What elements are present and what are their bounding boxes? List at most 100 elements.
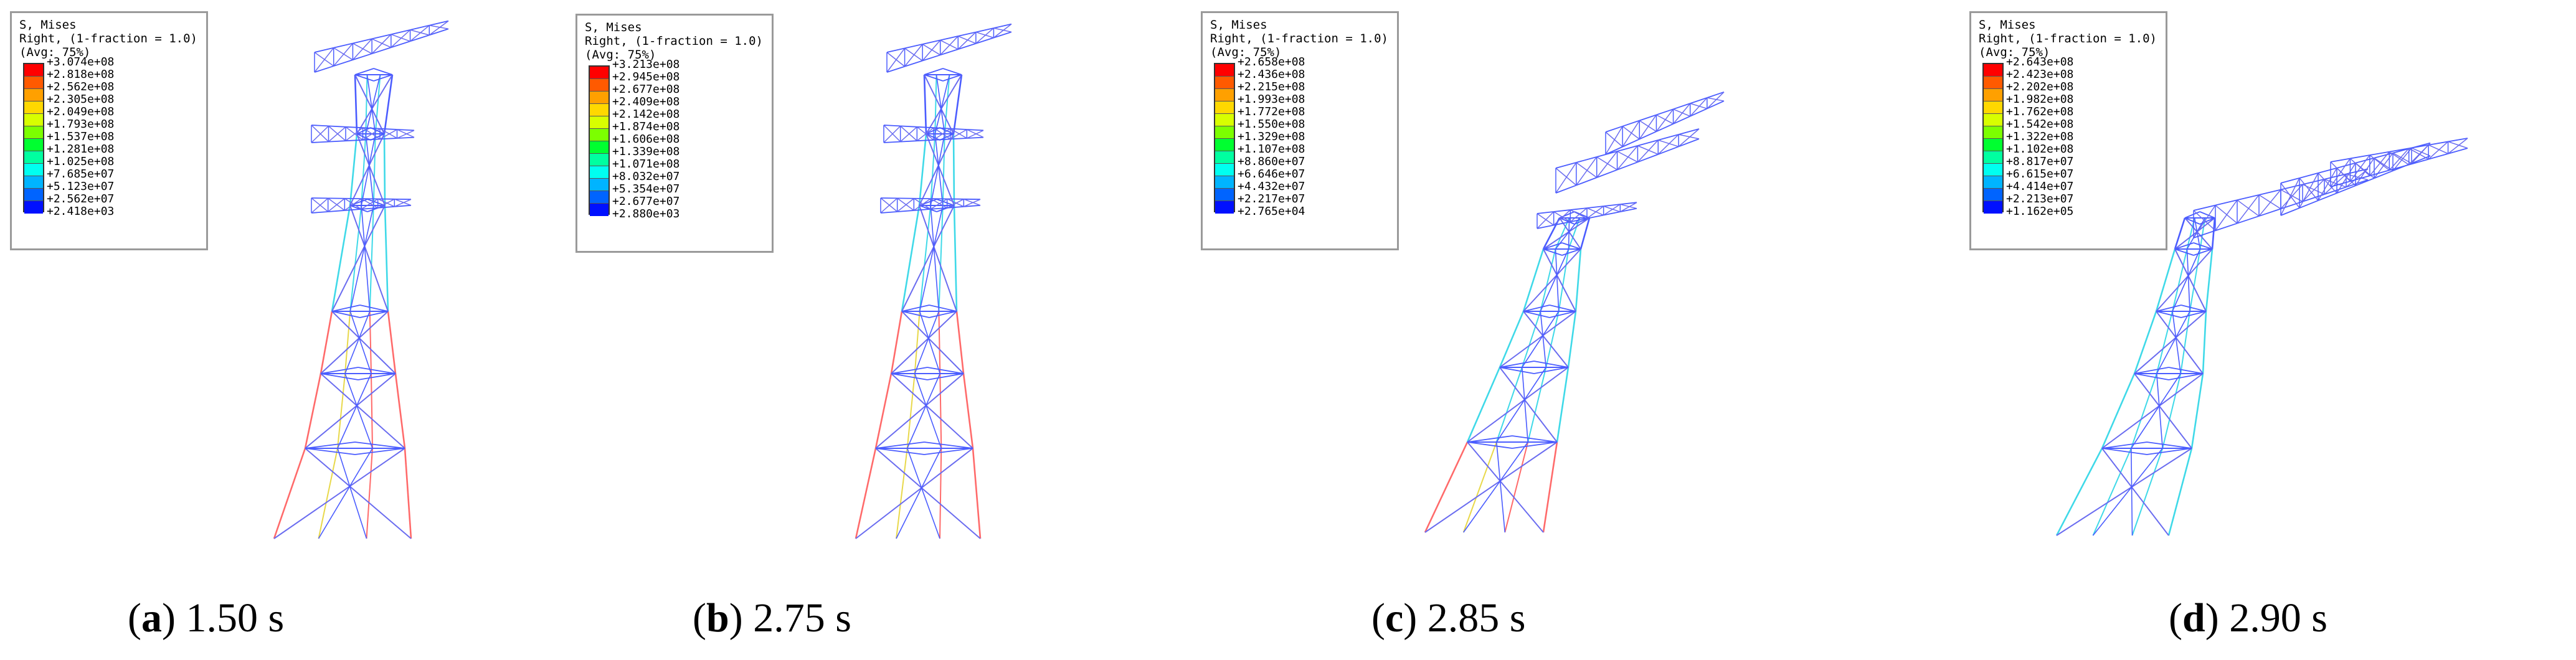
legend-tick-label: +2.418e+03 [47, 205, 115, 218]
mesh-member [320, 311, 333, 374]
mesh-member [2174, 242, 2194, 250]
mesh-member [333, 42, 353, 49]
mesh-member [919, 133, 954, 206]
mesh-member [391, 34, 410, 42]
mesh-member [337, 373, 346, 449]
mesh-member [362, 128, 381, 141]
color-band [24, 126, 43, 139]
mesh-member [371, 47, 392, 55]
mesh-member [2172, 311, 2182, 374]
mesh-member [2101, 373, 2204, 449]
mesh-member [344, 373, 373, 449]
legend-tick-label: +2.677e+07 [612, 195, 680, 208]
mesh-member [2156, 311, 2204, 374]
mesh-member [924, 74, 944, 82]
mesh-member [886, 47, 905, 53]
mesh-member [950, 129, 967, 140]
mesh-member [1496, 441, 1506, 533]
mesh-member [1495, 367, 1523, 443]
mesh-member [410, 25, 430, 42]
mesh-member [1603, 205, 1621, 212]
legend-tick-label: +2.409e+08 [612, 95, 680, 108]
mesh-member [394, 204, 412, 207]
mesh-member [2299, 177, 2319, 201]
mesh-member [1639, 114, 1657, 121]
mesh-member [1467, 441, 1513, 449]
legend-title: S, Mises [585, 21, 642, 34]
mesh-member [333, 59, 353, 67]
color-band [590, 154, 608, 166]
mesh-member [2389, 164, 2409, 171]
mesh-member [927, 367, 964, 374]
tower-mesh [2055, 138, 2468, 536]
mesh-member [2134, 367, 2169, 374]
mesh-member [2134, 311, 2207, 374]
mesh-member [906, 373, 941, 449]
mesh-member [1672, 103, 1691, 125]
mesh-member [2193, 242, 2213, 250]
legend-tick-label: +2.677e+08 [612, 83, 680, 96]
mesh-member [940, 39, 959, 50]
mesh-member [1553, 209, 1571, 212]
mesh-member [2205, 248, 2214, 312]
legend-title: S, Mises [1210, 18, 1267, 32]
mesh-member [1522, 311, 1560, 368]
legend-tick-label: +2.562e+08 [47, 80, 115, 93]
mesh-member [311, 141, 329, 143]
tick-list: +3.074e+08 +2.818e+08 +2.562e+08 +2.305e+08… [47, 56, 114, 218]
mesh-member [1424, 441, 1469, 533]
mesh-member [883, 141, 901, 143]
mesh-member [880, 197, 898, 212]
mesh-member [384, 205, 389, 312]
mesh-member [900, 126, 917, 143]
color-band [1215, 176, 1234, 189]
mesh-member [354, 68, 374, 75]
mesh-member [1657, 146, 1679, 155]
legend-tick-label: +1.606e+08 [612, 133, 680, 146]
mesh-member [345, 139, 363, 142]
mesh-member [2355, 157, 2375, 164]
mesh-member [1673, 103, 1691, 110]
mesh-member [2193, 210, 2216, 231]
mesh-member [345, 126, 363, 129]
color-band [1215, 126, 1234, 139]
mesh-member [958, 31, 977, 37]
mesh-member [314, 47, 334, 53]
legend-tick-label: +1.982e+08 [2006, 93, 2074, 106]
mesh-member [874, 373, 893, 449]
mesh-member [383, 133, 386, 206]
mesh-member [331, 311, 361, 318]
mesh-member [361, 133, 367, 206]
mesh-member [369, 205, 374, 312]
mesh-member [354, 441, 405, 449]
mesh-member [2374, 170, 2394, 179]
mesh-member [936, 199, 955, 206]
legend-tick-label: +1.550e+08 [1238, 118, 1305, 131]
mesh-member [891, 373, 928, 380]
mesh-member [328, 197, 345, 211]
mesh-member [2162, 373, 2182, 449]
mesh-member [2193, 204, 2216, 211]
legend-averaging-line: Right, (1-fraction = 1.0) [19, 32, 197, 45]
mesh-member [1622, 120, 1640, 127]
mesh-member [896, 448, 908, 539]
legend-tick-label: +1.793e+08 [47, 118, 115, 131]
mesh-member [328, 198, 345, 212]
mesh-member [353, 42, 372, 54]
legend-title: S, Mises [19, 18, 77, 32]
mesh-member [1619, 202, 1637, 212]
legend-scale: +3.074e+08 +2.818e+08 +2.562e+08 +2.305e+08… [19, 56, 200, 224]
mesh-member [328, 126, 346, 143]
mesh-member [855, 448, 973, 539]
mesh-member [1568, 217, 1570, 250]
mesh-member [2258, 208, 2281, 217]
mesh-member [2408, 158, 2429, 166]
mesh-member [930, 207, 947, 210]
mesh-member [345, 127, 363, 141]
mesh-member [891, 367, 928, 374]
mesh-member [1656, 108, 1674, 116]
mesh-member [901, 205, 955, 312]
mesh-member [356, 133, 386, 206]
mesh-member [950, 128, 967, 130]
mesh-member [1523, 311, 1550, 318]
